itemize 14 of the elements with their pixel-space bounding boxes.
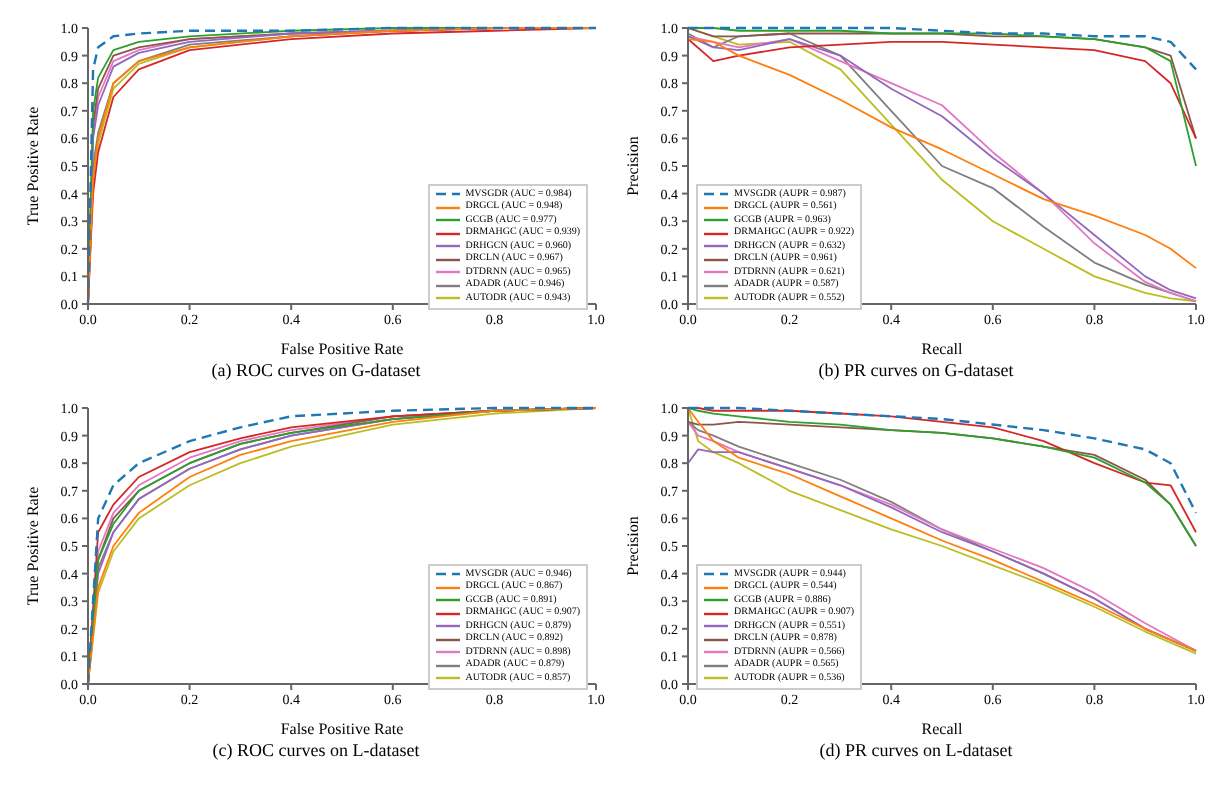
text: (b) PR curves on G-dataset [816,360,1016,380]
x-axis-title: Recall [921,720,964,738]
y-axis-title: Precision [623,136,642,196]
text: (a) ROC curves on G-dataset [209,360,423,380]
y-axis-title: True Positive Rate [23,485,42,606]
x-axis-title: False Positive Rate [280,340,405,358]
y-axis-title: True Positive Rate [23,105,42,226]
text: (c) ROC curves on L-dataset [210,740,422,760]
x-axis-title: False Positive Rate [280,720,405,738]
line-series [686,406,1198,515]
line-series [686,26,1198,71]
y-axis-title: Precision [623,516,642,576]
text: (d) PR curves on L-dataset [817,740,1015,760]
x-axis-title: Recall [921,340,964,358]
